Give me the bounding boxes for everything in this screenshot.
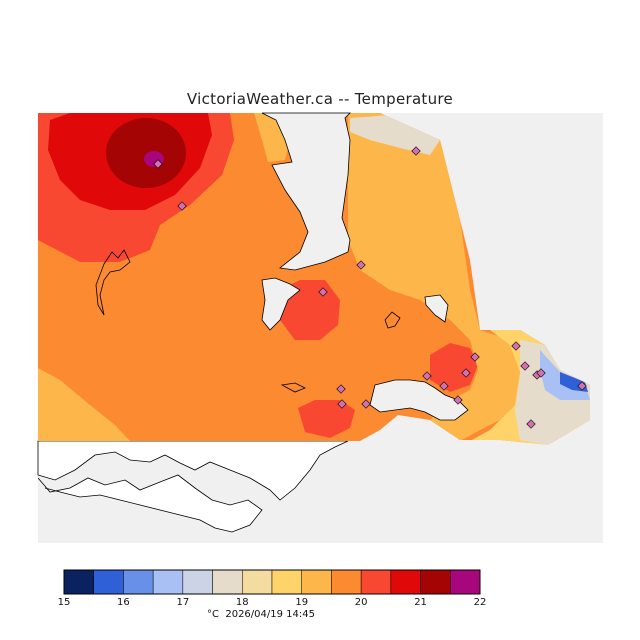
station-marker: [470, 352, 480, 362]
station-marker: [439, 381, 449, 391]
station-marker: [453, 395, 463, 405]
station-marker: [536, 368, 546, 378]
station-marker: [520, 361, 530, 371]
station-marker: [422, 371, 432, 381]
legend-swatch: [420, 569, 451, 595]
legend-caption: °C 2026/04/19 14:45: [207, 609, 315, 620]
legend-swatch: [390, 569, 421, 595]
southern-landmass: [37, 440, 349, 501]
legend-tick-label: 21: [414, 597, 427, 608]
station-marker: [356, 260, 366, 270]
legend-border: [63, 569, 481, 595]
map-title: VictoriaWeather.ca -- Temperature: [186, 90, 454, 108]
station-marker: [577, 381, 587, 391]
legend-color-bar: [63, 569, 481, 595]
legend-tick-label: 19: [295, 597, 309, 608]
lake-small: [424, 294, 449, 323]
channel-south: [369, 379, 469, 421]
inlet-central: [261, 277, 301, 331]
legend-swatch: [450, 569, 481, 595]
southern-coastline: [37, 474, 263, 533]
legend-swatch: [152, 569, 184, 595]
red-patch-east: [430, 343, 478, 392]
legend-swatch: [63, 569, 94, 595]
hotspot-core: [106, 118, 186, 188]
legend-tick-label: 15: [57, 597, 71, 608]
legend-swatch: [182, 569, 213, 595]
station-marker: [337, 399, 347, 409]
legend-swatch: [123, 569, 154, 595]
legend-timestamp: 2026/04/19 14:45: [225, 609, 315, 620]
station-marker: [461, 368, 471, 378]
legend-swatch: [212, 569, 243, 595]
coastline-inner-lines: [95, 249, 401, 393]
legend-tick-label: 16: [117, 597, 130, 608]
legend-unit: °C: [207, 609, 219, 620]
sw-warm-zone: [38, 368, 130, 441]
legend-tick-label: 22: [473, 597, 487, 608]
legend-tick-labels: 15 16 17 18 19 20 21 22: [0, 597, 640, 611]
legend-tick-label: 20: [354, 597, 368, 608]
station-marker: [153, 159, 163, 169]
station-marker: [511, 341, 521, 351]
station-markers: [153, 146, 587, 429]
station-marker: [411, 146, 421, 156]
inlet-north: [261, 112, 351, 271]
legend-swatch: [271, 569, 302, 595]
station-marker: [336, 384, 346, 394]
red-patch-mid: [280, 280, 340, 340]
legend-tick-label: 17: [176, 597, 190, 608]
station-marker: [318, 287, 328, 297]
legend-swatch: [331, 569, 362, 595]
station-marker: [177, 201, 187, 211]
red-patch-south: [298, 400, 355, 438]
legend-tick-label: 18: [235, 597, 249, 608]
legend-swatch: [93, 569, 124, 595]
legend-swatch: [242, 569, 273, 595]
legend-swatch: [301, 569, 332, 595]
station-marker: [526, 419, 536, 429]
legend-swatch: [360, 569, 392, 595]
station-marker: [361, 399, 371, 409]
